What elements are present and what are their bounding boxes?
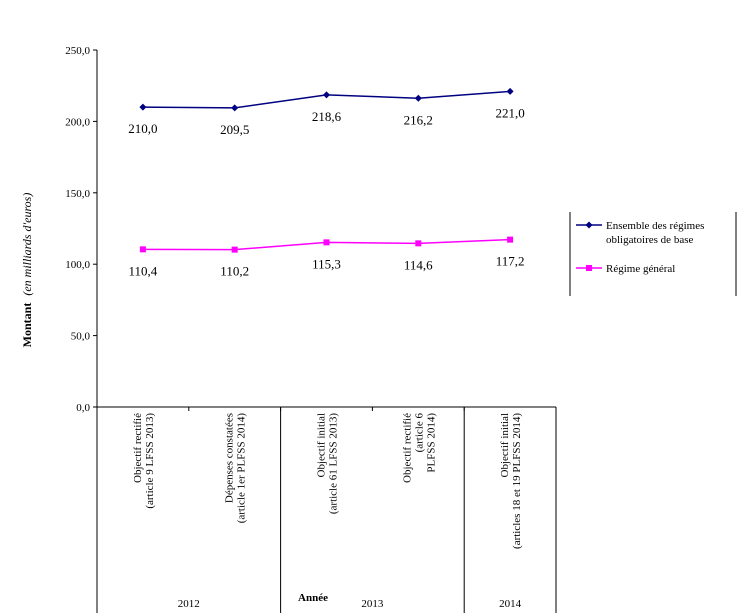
data-label: 117,2 — [496, 254, 525, 269]
x-category-label: Objectif initial — [499, 413, 511, 477]
year-group-label: 2014 — [499, 598, 522, 610]
y-tick-label: 200,0 — [65, 116, 90, 128]
x-axis-title: Année — [298, 592, 328, 604]
x-category-label: Objectif rectifié — [401, 413, 413, 483]
data-point — [323, 91, 330, 99]
series-layer: 210,0 209,5 218,6 216,2 221,0 110,4 110,2 115,3… — [128, 87, 525, 279]
y-tick-label: 0,0 — [76, 402, 90, 414]
x-category-label: PLFSS 2014) — [425, 413, 437, 473]
series-1: 210,0 209,5 218,6 216,2 221,0 — [128, 87, 525, 137]
legend-marker — [585, 221, 593, 229]
data-label: 209,5 — [220, 122, 249, 137]
data-label: 218,6 — [312, 109, 342, 124]
legend: Ensemble des régimes obligatoires de base… — [569, 212, 737, 296]
data-point — [139, 246, 146, 253]
y-axis-label: Montant — [20, 303, 34, 348]
data-point — [323, 239, 330, 246]
data-label: 114,6 — [404, 257, 433, 272]
x-category-label: Dépenses constatées — [224, 413, 236, 503]
legend-marker — [586, 265, 592, 271]
y-tick-label: 50,0 — [71, 331, 91, 343]
x-category-label: (article 1er PLFSS 2014) — [236, 413, 248, 524]
year-group-label: 2013 — [361, 598, 384, 610]
category-labels: Objectif rectifié (article 9 LFSS 2013) Dé… — [132, 413, 523, 549]
y-axis-unit-note: (en milliards d'euros) — [20, 193, 34, 296]
data-label: 210,0 — [128, 121, 157, 136]
x-category-label: Objectif rectifié — [132, 413, 144, 483]
data-point — [231, 104, 239, 112]
y-axis-title: Montant (en milliards d'euros) — [20, 193, 34, 348]
legend-item: Ensemble des régimes obligatoires de base — [576, 220, 704, 246]
x-category-label: (article 61 LFSS 2013) — [328, 413, 340, 514]
data-label: 115,3 — [312, 256, 341, 271]
series-2: 110,4 110,2 115,3 114,6 117,2 — [129, 236, 525, 279]
y-tick-label: 250,0 — [65, 45, 90, 57]
x-category-label: (article 6 — [413, 413, 425, 453]
data-label: 221,0 — [495, 105, 524, 120]
data-label: 110,2 — [220, 264, 249, 279]
legend-label: obligatoires de base — [606, 234, 693, 246]
data-label: 110,4 — [129, 263, 158, 278]
data-point — [139, 103, 147, 111]
y-tick-label: 100,0 — [65, 259, 90, 271]
legend-label: Ensemble des régimes — [606, 220, 704, 232]
svg-text:Montant (en milliards d': Montant (en milliards d'euros) — [20, 193, 34, 348]
data-point — [415, 240, 422, 247]
data-point — [414, 94, 422, 102]
y-tick-label: 150,0 — [65, 188, 90, 200]
data-point — [506, 87, 514, 95]
data-point — [231, 246, 238, 253]
data-point — [507, 236, 514, 243]
legend-item: Régime général — [576, 263, 675, 275]
x-category-label: Objectif initial — [316, 413, 328, 477]
legend-label: Régime général — [606, 263, 675, 275]
x-category-label: (article 9 LFSS 2013) — [144, 413, 156, 509]
data-label: 216,2 — [404, 112, 433, 127]
year-groups: 2012 2013 2014 — [96, 407, 557, 613]
axes: 0,0 50,0 100,0 150,0 200,0 250,0 — [65, 45, 557, 414]
x-category-label: (articles 18 et 19 PLFSS 2014) — [511, 413, 523, 549]
year-group-label: 2012 — [178, 598, 200, 610]
